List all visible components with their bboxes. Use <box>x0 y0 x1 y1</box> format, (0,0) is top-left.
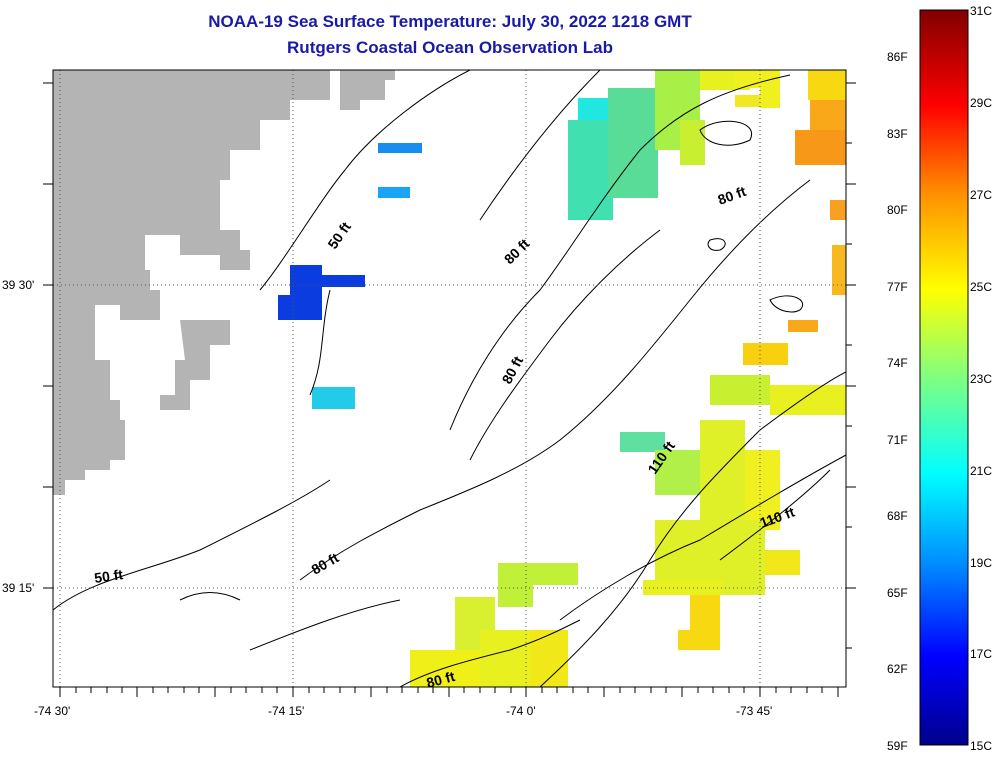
colorbar-f-label: 59F <box>887 739 908 753</box>
x-tick-label: -74 0' <box>506 704 536 718</box>
colorbar-c-label: 17C <box>970 647 993 661</box>
grid-lines <box>53 70 846 687</box>
colorbar-f-label: 71F <box>887 433 908 447</box>
sst-patches <box>278 70 846 687</box>
land-mass <box>53 70 330 495</box>
colorbar-c-label: 15C <box>970 739 993 753</box>
colorbar-f-label: 77F <box>887 280 908 294</box>
colorbar-f-label: 65F <box>887 586 908 600</box>
colorbar-c-label: 23C <box>970 372 993 386</box>
land-cape <box>340 70 395 110</box>
colorbar-c-label: 31C <box>970 4 993 18</box>
colorbar-f-label: 86F <box>887 50 908 64</box>
x-tick-label: -73 45' <box>736 704 773 718</box>
colorbar-f-label: 80F <box>887 203 908 217</box>
colorbar-c-label: 27C <box>970 188 993 202</box>
contour-label: 80 ft <box>425 668 457 691</box>
colorbar-c-label: 19C <box>970 556 993 570</box>
colorbar-c-label: 25C <box>970 280 993 294</box>
colorbar-f-label: 68F <box>887 509 908 523</box>
color-scale-bar <box>919 9 969 746</box>
colorbar-f-label: 83F <box>887 127 908 141</box>
tick-marks <box>43 82 856 697</box>
colorbar-f-label: 62F <box>887 662 908 676</box>
y-tick-label: 39 15' <box>2 581 35 595</box>
colorbar-c-label: 21C <box>970 464 993 478</box>
colorbar-f-label: 74F <box>887 356 908 370</box>
x-tick-label: -74 30' <box>34 704 71 718</box>
x-tick-label: -74 15' <box>268 704 305 718</box>
y-tick-label: 39 30' <box>2 278 35 292</box>
colorbar-c-label: 29C <box>970 96 993 110</box>
bathymetry-contours <box>53 70 846 687</box>
contour-label: 50 ft <box>93 566 124 586</box>
map-subtitle: Rutgers Coastal Ocean Observation Lab <box>287 38 613 57</box>
land-island <box>160 320 230 410</box>
map-title: NOAA-19 Sea Surface Temperature: July 30… <box>208 12 692 31</box>
